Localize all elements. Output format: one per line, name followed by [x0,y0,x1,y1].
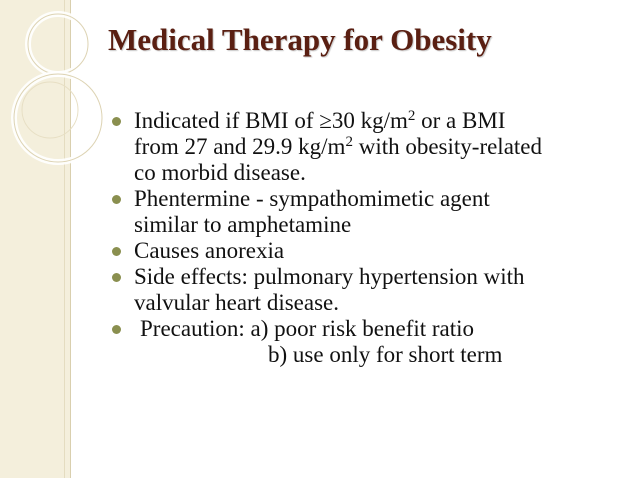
decorative-circles-icon [11,11,105,165]
bullet-text-line: Phentermine - sympathomimetic agent [134,186,490,211]
bullet-dot-icon [112,325,121,334]
bullet-text-line: b) use only for short term [268,342,503,367]
bullet-dot-icon [112,247,121,256]
bullet-item-precaution: Precaution: a) poor risk benefit ratio b… [112,316,617,368]
bullet-item-indication: Indicated if BMI of ≥30 kg/m2 or a BMI f… [112,108,617,186]
bullet-text-line: valvular heart disease. [134,290,339,315]
slide-title: Medical Therapy for Obesity [108,22,492,57]
bullet-text-line: similar to amphetamine [134,212,352,237]
bullet-text-line: from 27 and 29.9 kg/m2 with obesity-rela… [134,134,617,160]
bullet-dot-icon [112,273,121,282]
bullet-list: Indicated if BMI of ≥30 kg/m2 or a BMI f… [112,108,617,368]
bullet-text-line: Precaution: a) poor risk benefit ratio [140,316,475,341]
bullet-text: Indicated if BMI of ≥30 kg/m [134,108,408,133]
superscript: 2 [407,108,416,124]
bullet-item-anorexia: Causes anorexia [112,238,617,264]
bullet-text-line: Causes anorexia [134,238,285,263]
bullet-text: with obesity-related [352,134,543,159]
bullet-dot-icon [112,117,121,126]
bullet-dot-icon [112,195,121,204]
bullet-text-line: co morbid disease. [134,160,617,186]
superscript: 2 [345,134,353,150]
bullet-item-phentermine: Phentermine - sympathomimetic agent simi… [112,186,617,238]
bullet-text: from 27 and 29.9 kg/m [134,134,346,159]
bullet-text-line: Indicated if BMI of ≥30 kg/m2 or a BMI [134,108,617,134]
bullet-item-side-effects: Side effects: pulmonary hypertension wit… [112,264,617,316]
bullet-text: or a BMI [415,108,506,133]
bullet-text: co morbid disease. [134,160,306,185]
decorative-band-line [64,0,65,478]
bullet-text-line: Side effects: pulmonary hypertension wit… [134,264,525,289]
